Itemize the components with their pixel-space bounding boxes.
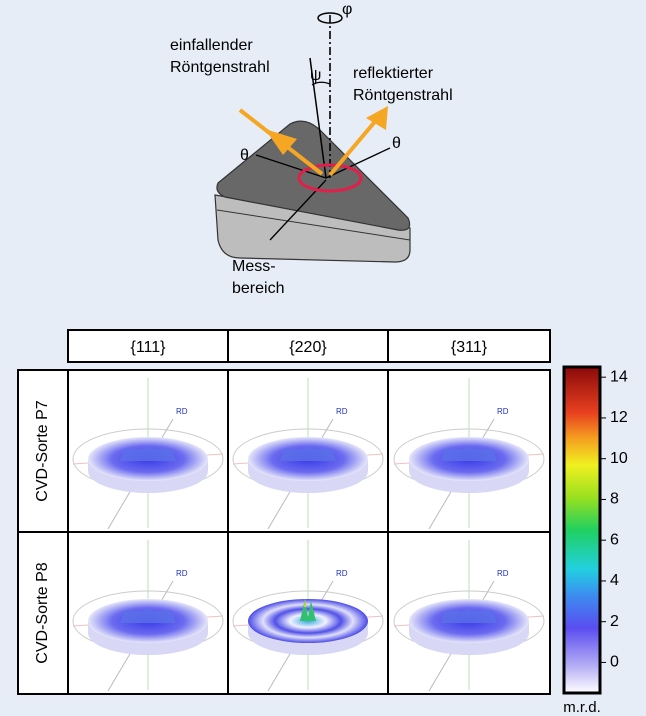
- column-header-label: {311}: [451, 339, 488, 356]
- theta-label: θ: [240, 147, 249, 164]
- peak-top: [304, 599, 306, 607]
- psi-label: ψ: [310, 67, 321, 84]
- rd-label: RD: [336, 407, 348, 416]
- rd-label: RD: [336, 569, 348, 578]
- theta-label: θ: [392, 135, 401, 152]
- peaks: [441, 446, 497, 461]
- colorbar-gradient: [562, 365, 602, 695]
- pole-figure-grid: {111} {220} {311} CVD-Sorte P7 RD RD RD CVD-Sor…: [17, 329, 551, 695]
- row-header-label: CVD-Sorte P7: [34, 400, 51, 501]
- colorbar-tick-label: 10: [610, 450, 628, 467]
- peaks: [120, 608, 176, 623]
- row-header: [17, 369, 69, 533]
- peaks: [441, 608, 497, 623]
- colorbar: 0 2 4 6 8 10 12 14 m.r.d.: [562, 365, 628, 716]
- rd-label: RD: [176, 407, 188, 416]
- rd-label: RD: [497, 407, 509, 416]
- area-label: bereich: [232, 280, 284, 297]
- incident-label: einfallender: [170, 37, 253, 54]
- colorbar-tick-label: 12: [610, 409, 628, 426]
- pole-figure: RD: [67, 531, 229, 695]
- sample-diagram: einfallender Röntgenstrahl reflektierter…: [170, 1, 453, 297]
- pole-figure: RD: [227, 531, 389, 695]
- colorbar-tick-label: 2: [610, 613, 619, 630]
- incident-label: Röntgenstrahl: [170, 59, 270, 76]
- reflected-label: reflektierter: [353, 65, 434, 82]
- colorbar-tick-label: 4: [610, 572, 619, 589]
- row-header-label: CVD-Sorte P8: [34, 562, 51, 663]
- pole-figure: RD: [67, 369, 229, 533]
- reflected-label: Röntgenstrahl: [353, 87, 453, 104]
- peaks: [280, 446, 336, 461]
- column-header: [227, 329, 389, 363]
- pole-figure: RD: [387, 531, 551, 695]
- colorbar-tick-label: 0: [610, 654, 619, 671]
- peak: [300, 599, 316, 621]
- area-label: Mess-: [232, 258, 276, 275]
- colorbar-unit: m.r.d.: [563, 699, 601, 716]
- colorbar-tick-label: 8: [610, 491, 619, 508]
- column-header-label: {220}: [289, 339, 327, 356]
- rd-label: RD: [176, 569, 188, 578]
- rd-label: RD: [497, 569, 509, 578]
- colorbar-tick-label: 14: [610, 368, 628, 385]
- phi-label: φ: [342, 1, 352, 18]
- pole-figure: RD: [227, 369, 389, 533]
- pole-figure: RD: [387, 369, 551, 533]
- column-header-label: {111}: [130, 339, 166, 356]
- peaks: [120, 446, 176, 461]
- column-header: [387, 329, 551, 363]
- colorbar-tick-label: 6: [610, 531, 619, 548]
- row-header: [17, 531, 69, 695]
- column-header: [67, 329, 229, 363]
